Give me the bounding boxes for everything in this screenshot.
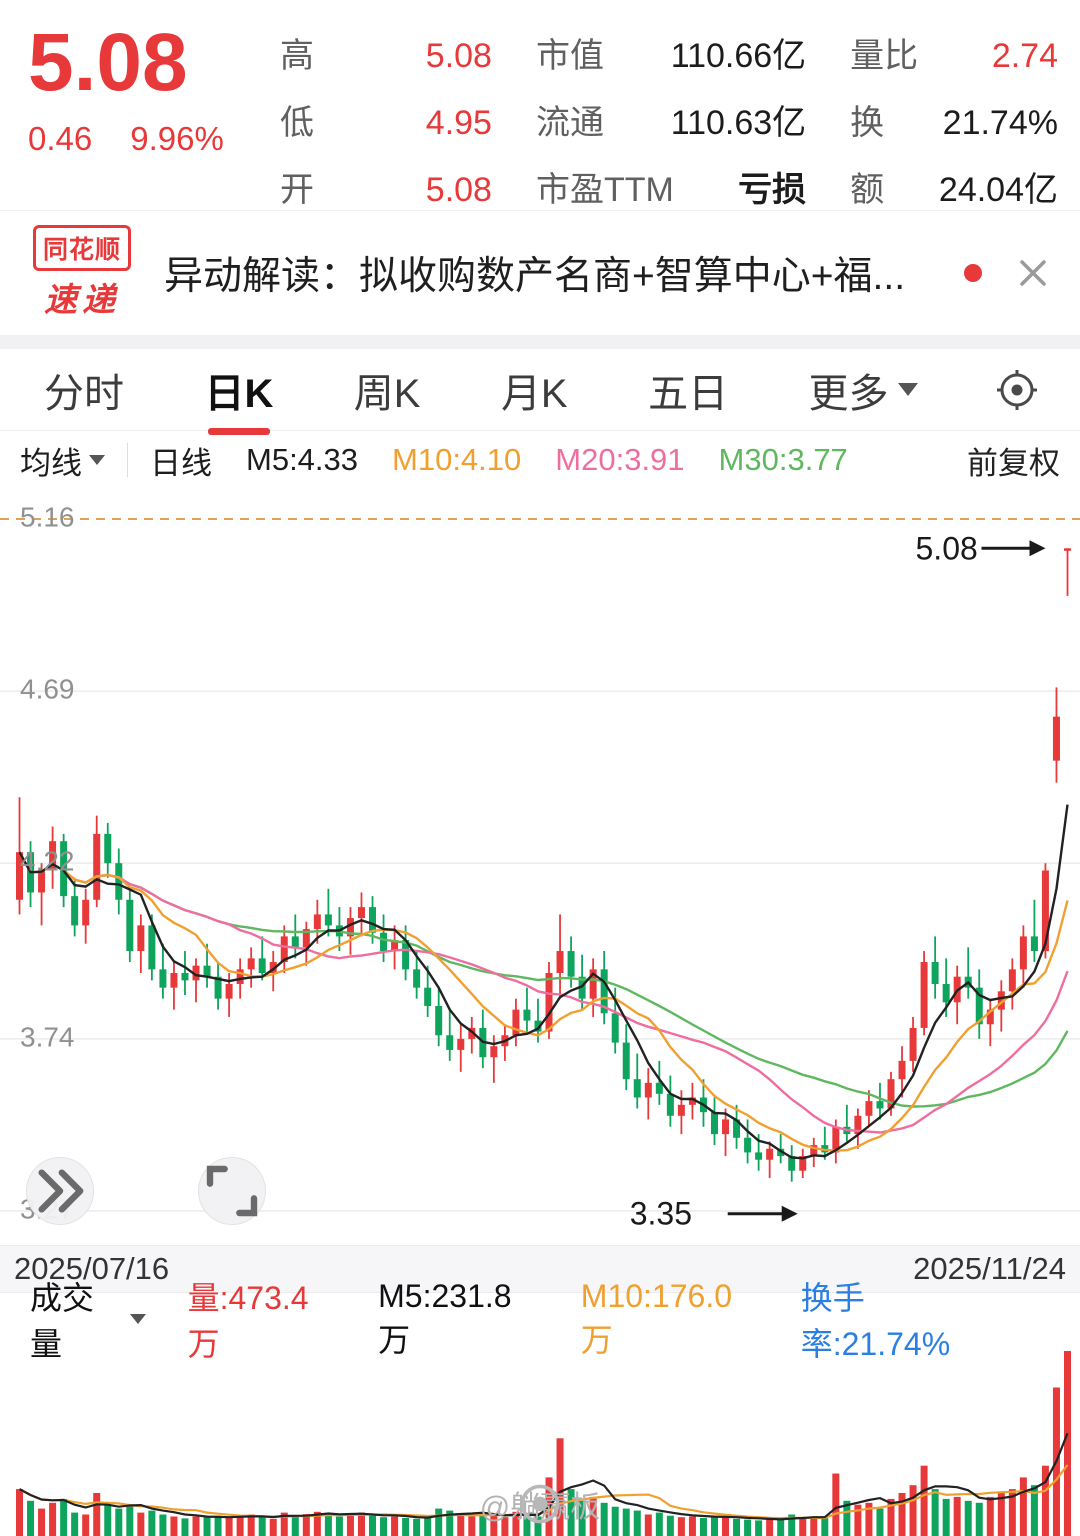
- ma10-value: M10:4.10: [392, 442, 522, 477]
- svg-text:5.08: 5.08: [916, 530, 978, 566]
- price-change-row: 0.46 9.96%: [28, 120, 280, 158]
- ma-selector[interactable]: 均线: [20, 438, 105, 483]
- end-date: 2025/11/24: [913, 1251, 1066, 1286]
- price-change: 0.46: [28, 120, 93, 158]
- chart-tab-bar: 分时 日K 周K 月K 五日 更多: [0, 349, 1080, 431]
- close-icon: [1020, 260, 1046, 286]
- stat-open: 开 5.08: [280, 171, 492, 209]
- volume-chart-area[interactable]: @躺赢板: [0, 1345, 1080, 1536]
- volume-toolbar: 成交量 量:473.4万 M5:231.8万 M10:176.0万 换手率:21…: [0, 1278, 1080, 1363]
- double-chevron-right-icon: [38, 1169, 84, 1213]
- svg-text:4.22: 4.22: [20, 846, 75, 877]
- svg-text:3.74: 3.74: [20, 1021, 75, 1052]
- stat-turnover-rate: 换 21.74%: [850, 104, 1058, 142]
- ma20-value: M20:3.91: [555, 442, 685, 477]
- chart-settings-button[interactable]: [994, 367, 1040, 413]
- svg-text:3.35: 3.35: [630, 1196, 692, 1232]
- ths-express-logo: 同花顺 速递: [26, 225, 138, 321]
- tab-minute[interactable]: 分时: [44, 371, 124, 416]
- stat-market-cap: 市值 110.66亿: [535, 37, 807, 75]
- gear-icon: [996, 369, 1037, 410]
- volume-chart[interactable]: [0, 1345, 1080, 1536]
- volume-ma5: M5:231.8万: [378, 1277, 512, 1358]
- close-news-button[interactable]: [1012, 252, 1054, 294]
- turnover-rate: 换手率:21.74%: [800, 1280, 951, 1362]
- expand-tools-button[interactable]: [26, 1157, 94, 1225]
- chevron-down-icon: [897, 383, 918, 396]
- stat-volume-ratio: 量比 2.74: [850, 37, 1058, 75]
- stat-amount: 额 24.04亿: [850, 171, 1058, 209]
- chevron-down-icon: [89, 455, 105, 465]
- ma-toolbar: 均线 日线 M5:4.33 M10:4.10 M20:3.91 M30:3.77…: [0, 431, 1080, 489]
- period-label: 日线: [150, 445, 212, 481]
- tab-monthly-k[interactable]: 月K: [500, 371, 568, 416]
- volume-ma10: M10:176.0万: [580, 1277, 733, 1358]
- stat-low: 低 4.95: [280, 104, 492, 142]
- stat-pe-ttm: 市盈TTM 亏损: [535, 171, 807, 209]
- fullscreen-icon: [206, 1165, 258, 1217]
- adjust-mode-button[interactable]: 前复权: [967, 445, 1060, 481]
- watermark-logo-icon: [520, 1484, 560, 1524]
- candlestick-chart-area[interactable]: 5.164.694.223.743.275.083.35: [0, 489, 1080, 1245]
- svg-text:5.16: 5.16: [20, 501, 75, 532]
- price-change-percent: 9.96%: [130, 120, 224, 158]
- news-headline[interactable]: 异动解读：拟收购数产名商+智算中心+福...: [164, 255, 906, 298]
- stat-high: 高 5.08: [280, 37, 492, 75]
- watermark: @躺赢板: [480, 1482, 600, 1526]
- volume-indicator-selector[interactable]: 成交量: [30, 1273, 146, 1365]
- svg-text:4.69: 4.69: [20, 673, 75, 704]
- quote-header: 5.08 0.46 9.96% 高 5.08 市值 110.66亿 量比 2.7…: [0, 0, 1080, 210]
- candlestick-chart[interactable]: 5.164.694.223.743.275.083.35: [0, 489, 1080, 1245]
- vertical-divider: [127, 443, 128, 477]
- stat-float-cap: 流通 110.63亿: [535, 104, 807, 142]
- ma5-value: M5:4.33: [246, 442, 359, 477]
- start-date: 2025/07/16: [14, 1251, 170, 1286]
- current-volume: 量:473.4万: [187, 1280, 309, 1362]
- tab-weekly-k[interactable]: 周K: [353, 371, 421, 416]
- tab-more[interactable]: 更多: [805, 345, 922, 435]
- tab-daily-k[interactable]: 日K: [200, 345, 277, 435]
- news-banner[interactable]: 同花顺 速递 异动解读：拟收购数产名商+智算中心+福...: [0, 210, 1080, 335]
- current-price: 5.08: [28, 17, 188, 108]
- tab-five-day[interactable]: 五日: [648, 371, 729, 416]
- chevron-down-icon: [129, 1314, 146, 1324]
- quote-stats: 高 5.08 市值 110.66亿 量比 2.74 低 4.95 流通 110.…: [280, 20, 1058, 210]
- fullscreen-button[interactable]: [198, 1157, 266, 1225]
- unread-dot-icon: [964, 264, 982, 282]
- date-range-row: 2025/07/16 2025/11/24: [0, 1245, 1080, 1293]
- price-block: 5.08 0.46 9.96%: [28, 17, 280, 210]
- ma30-value: M30:3.77: [718, 442, 848, 477]
